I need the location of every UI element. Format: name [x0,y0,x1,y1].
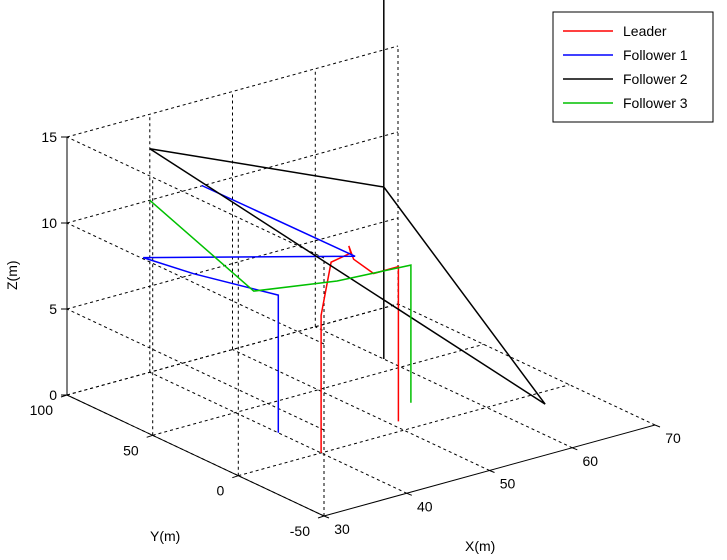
floor-gridline-x [397,303,656,426]
legend: Leader Follower 1 Follower 2 Follower 3 [552,11,714,123]
legend-label: Leader [623,23,667,39]
series-line-follower-2 [149,0,546,405]
x-tick-mark [572,447,578,451]
grid-layer [66,45,656,517]
x-tick-label: 40 [417,498,433,514]
y-tick-label: -50 [290,523,310,539]
z-tick-label: 10 [41,215,57,231]
left-wall-gridline-z [66,136,325,259]
y-tick-mark [317,515,325,519]
x-tick-label: 50 [500,476,516,492]
floor-gridline-x [232,349,490,471]
legend-label: Follower 2 [623,71,688,87]
y-tick-label: 50 [123,442,139,458]
series-line-follower-3 [149,199,412,403]
y-tick-mark [232,475,239,479]
floor-gridline-x [315,326,573,449]
y-tick-mark [146,434,153,438]
y-tick-label: 100 [30,402,54,418]
x-tick-mark [654,424,661,428]
x-tick-mark [489,470,495,473]
z-tick-label: 15 [41,129,57,145]
x-tick-mark [323,515,330,519]
axis-layer [66,137,656,517]
legend-label: Follower 1 [623,47,688,63]
left-wall-gridline-z [66,222,325,345]
x-axis-label: X(m) [465,538,495,554]
series-line-leader [320,245,400,453]
y-tick-label: 0 [217,483,225,499]
legend-label: Follower 3 [623,95,688,111]
left-wall-gridline-z [66,308,325,431]
y-axis-line [66,394,325,517]
series-layer [142,0,546,453]
back-wall-gridline-z [66,45,399,138]
z-tick-label: 5 [49,301,57,317]
z-tick-label: 0 [49,387,57,403]
x-tick-mark [406,492,412,496]
series-line-follower-1 [142,184,356,433]
x-tick-label: 30 [334,521,350,537]
floor-gridline-x [149,371,408,494]
z-axis-label: Z(m) [4,260,20,290]
x-tick-label: 70 [665,430,681,446]
y-axis-label: Y(m) [150,528,180,544]
x-tick-label: 60 [583,453,599,469]
